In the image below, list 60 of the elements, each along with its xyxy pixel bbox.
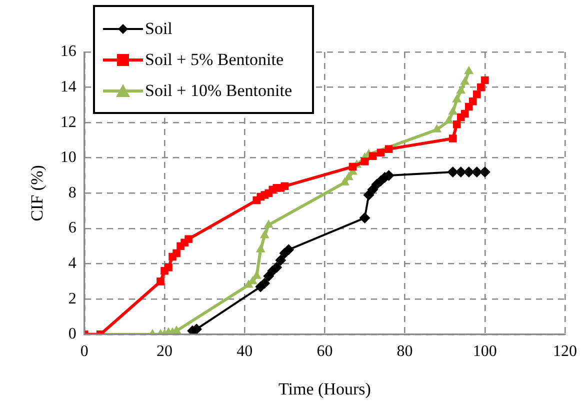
point	[463, 166, 474, 178]
legend-label: Soil + 5% Bentonite	[145, 50, 284, 70]
point	[164, 263, 172, 272]
point	[283, 244, 294, 256]
y-tick-label: 2	[68, 290, 76, 308]
y-axis-title: CIF (%)	[28, 165, 47, 222]
point	[348, 162, 357, 171]
point	[184, 235, 192, 243]
point	[368, 152, 377, 160]
point	[252, 270, 262, 279]
point	[448, 106, 458, 115]
point	[447, 166, 458, 178]
point	[432, 124, 442, 132]
y-tick-label: 12	[60, 114, 76, 131]
x-tick-label: 100	[472, 343, 497, 360]
point	[360, 158, 369, 166]
point	[264, 219, 274, 228]
point	[376, 148, 385, 156]
point	[156, 278, 164, 286]
point	[275, 254, 286, 266]
x-tick-label: 120	[553, 343, 577, 360]
point	[481, 76, 489, 84]
point	[259, 278, 270, 289]
point	[460, 76, 470, 85]
x-tick-label: 0	[80, 343, 88, 360]
legend-label: Soil + 10% Bentonite	[145, 80, 292, 100]
point	[340, 177, 350, 186]
point	[384, 145, 393, 153]
point	[452, 120, 461, 128]
point	[477, 83, 485, 92]
point	[455, 166, 466, 178]
point	[280, 182, 289, 190]
y-tick-label: 16	[60, 43, 76, 60]
y-tick-label: 0	[68, 326, 76, 343]
y-tick-label: 4	[68, 255, 76, 272]
point	[256, 244, 266, 252]
x-tick-label: 60	[316, 343, 333, 360]
x-axis-title: Time (Hours)	[278, 379, 371, 398]
y-tick-label: 10	[60, 149, 76, 166]
point	[456, 85, 466, 94]
point	[359, 212, 370, 224]
point	[344, 172, 354, 180]
point	[452, 94, 462, 102]
point	[471, 166, 482, 178]
y-tick-label: 8	[68, 184, 76, 202]
point	[468, 98, 477, 106]
x-tick-label: 40	[236, 343, 253, 360]
point	[172, 249, 180, 258]
y-tick-label: 14	[60, 78, 76, 96]
x-tick-label: 80	[396, 343, 413, 360]
point	[260, 230, 270, 238]
legend-label: Soil	[145, 18, 172, 38]
point	[464, 66, 474, 74]
x-tick-label: 20	[156, 343, 172, 360]
point	[271, 262, 282, 273]
point	[444, 115, 454, 124]
y-tick-label: 6	[68, 220, 76, 237]
point	[460, 110, 469, 118]
point	[473, 90, 481, 98]
point	[448, 134, 457, 142]
